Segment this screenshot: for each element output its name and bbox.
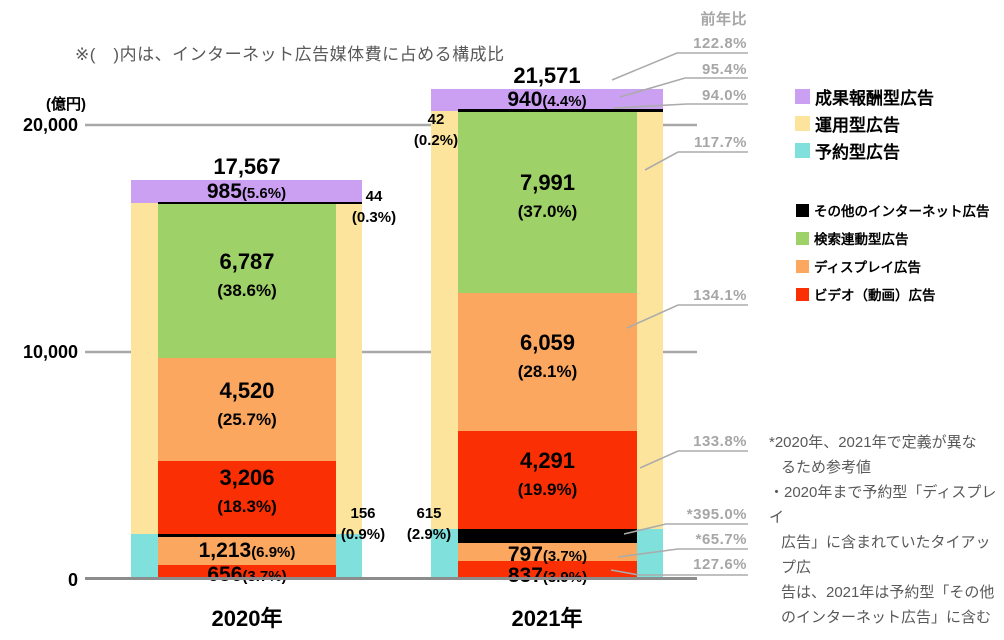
- segment-other-reserved-2020年: [158, 533, 336, 538]
- leader-performance: [619, 77, 748, 98]
- bar-total-2021年: 21,571: [513, 63, 581, 89]
- segment-search-2020年: [158, 203, 336, 359]
- segment-display-reserved-2020年: [158, 537, 336, 566]
- leader-display: [626, 304, 748, 329]
- segment-display-2020年: [158, 358, 336, 461]
- segment-side-label-other-reserved-2021年: 615 (2.9%): [406, 505, 452, 543]
- segment-label-display-reserved-2021年: 797 (3.7%): [507, 542, 588, 566]
- segment-video-2021年: [458, 431, 637, 529]
- segment-other-programmatic-2020年: [158, 201, 362, 204]
- bar-region-performance-2020年: [131, 180, 362, 203]
- segment-side-label-other-reserved-2020年: 156 (0.9%): [340, 505, 386, 543]
- leader-search: [644, 151, 748, 171]
- segment-label-performance-2021年: 940 (4.4%): [507, 87, 587, 111]
- segment-label-search-2020年: 6,787 (38.6%): [217, 248, 277, 300]
- leader-display-reserved: [617, 548, 748, 558]
- segment-side-label-other-programmatic-2020年: 44 (0.3%): [351, 188, 397, 226]
- segment-label-display-reserved-2020年: 1,213 (6.9%): [198, 539, 296, 563]
- segment-display-2021年: [458, 293, 637, 432]
- segment-video-reserved-2020年: [158, 565, 336, 580]
- segment-video-2020年: [158, 460, 336, 534]
- segment-video-reserved-2021年: [458, 560, 637, 580]
- x-axis-line: [85, 577, 697, 580]
- segment-label-display-2021年: 6,059 (28.1%): [517, 330, 578, 382]
- segment-label-performance-2020年: 985 (5.6%): [206, 179, 287, 203]
- segment-label-video-2021年: 4,291 (19.9%): [517, 448, 578, 500]
- bar-region-performance-2021年: [431, 89, 663, 111]
- segment-search-2021年: [458, 111, 637, 294]
- segment-label-search-2021年: 7,991 (37.0%): [517, 170, 578, 222]
- segment-label-video-2020年: 3,206 (18.3%): [217, 465, 277, 517]
- segment-other-programmatic-2021年: [458, 109, 663, 112]
- segment-side-label-other-programmatic-2021年: 42 (0.2%): [413, 111, 459, 149]
- leader-other-reserved: [623, 523, 748, 535]
- leader-video-reserved: [610, 569, 748, 576]
- segment-other-reserved-2021年: [458, 528, 637, 543]
- leader-total: [611, 52, 748, 81]
- bar-total-2020年: 17,567: [213, 154, 281, 180]
- segment-label-display-2020年: 4,520 (25.7%): [217, 377, 277, 429]
- segment-display-reserved-2021年: [458, 542, 637, 561]
- leader-other-programmatic: [613, 103, 748, 109]
- leader-video: [639, 450, 748, 469]
